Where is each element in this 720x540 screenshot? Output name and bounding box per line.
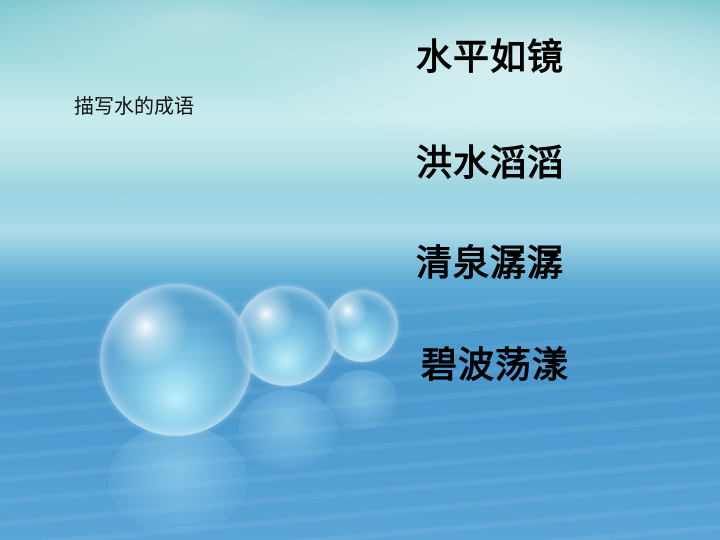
idiom-4: 碧波荡漾	[421, 345, 570, 386]
glass-sphere-back	[326, 290, 398, 362]
sphere-reflection	[238, 390, 338, 470]
idiom-1: 水平如镜	[416, 37, 565, 78]
slide-heading: 描写水的成语	[74, 94, 194, 118]
sphere-reflection	[108, 425, 248, 535]
background-haze	[0, 190, 720, 280]
idiom-3: 清泉潺潺	[416, 243, 565, 284]
glass-sphere-middle	[236, 286, 336, 386]
sphere-reflection	[326, 370, 398, 430]
glass-sphere-front	[100, 284, 252, 436]
idiom-2: 洪水滔滔	[416, 143, 565, 184]
